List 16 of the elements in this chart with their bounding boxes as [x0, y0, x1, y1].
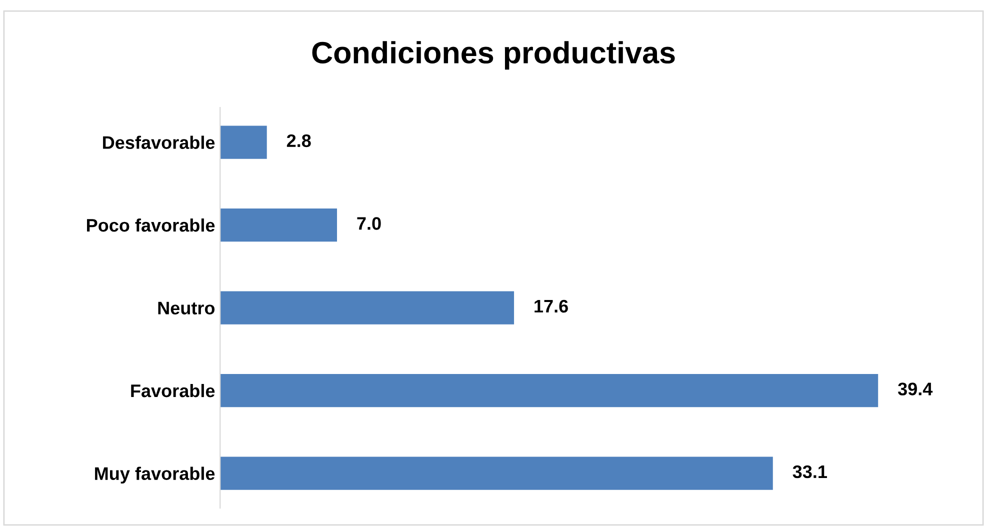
data-label: 7.0: [357, 217, 381, 230]
data-label: 17.6: [534, 300, 568, 313]
bar: [220, 456, 773, 490]
bar: [220, 126, 267, 159]
bar: [220, 291, 514, 324]
y-tick-label: Muy favorable: [95, 466, 215, 484]
y-tick-label: Desfavorable: [103, 136, 215, 149]
y-tick-label: Poco favorable: [87, 218, 215, 232]
y-tick-label: Favorable: [131, 384, 215, 398]
bar: [220, 374, 878, 408]
y-tick-label: Neutro: [158, 302, 215, 314]
chart-title: Condiciones productivas: [312, 41, 675, 70]
data-label: 39.4: [898, 382, 933, 396]
data-label: 33.1: [792, 465, 827, 478]
data-label: 2.8: [286, 134, 311, 148]
bar: [220, 208, 338, 242]
